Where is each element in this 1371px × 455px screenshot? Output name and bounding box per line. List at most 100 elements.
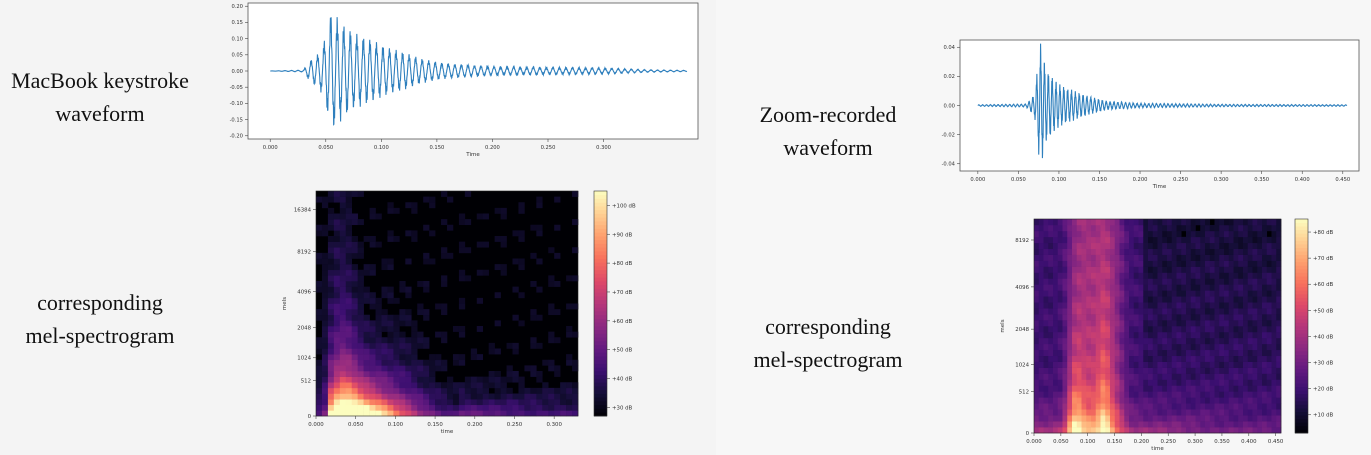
heatmap-cell: [518, 230, 525, 237]
heatmap-cell: [488, 410, 495, 417]
heatmap-cell: [452, 399, 460, 406]
zoom-spectrogram-caption: corresponding mel-spectrogram: [728, 310, 928, 376]
heatmap-cell: [339, 371, 347, 377]
colorbar-segment: [594, 213, 607, 218]
heatmap-cell: [405, 376, 412, 383]
heatmap-cell: [423, 410, 430, 417]
heatmap-cell: [423, 365, 430, 372]
heatmap-cell: [381, 292, 388, 299]
heatmap-cell: [381, 376, 388, 383]
heatmap-cell: [316, 281, 323, 287]
heatmap-cell: [464, 219, 472, 226]
heatmap-cell: [417, 410, 424, 417]
heatmap-cell: [333, 247, 341, 254]
heatmap-cell: [566, 399, 573, 406]
heatmap-cell: [464, 376, 472, 383]
colorbar-segment: [594, 314, 607, 319]
heatmap-cell: [321, 275, 329, 282]
y-tick-label: -0.10: [230, 101, 243, 107]
heatmap-cell: [458, 387, 466, 394]
heatmap-cell: [316, 258, 323, 265]
heatmap-cell: [447, 399, 454, 406]
heatmap-cell: [566, 359, 573, 366]
heatmap-cell: [458, 331, 466, 338]
heatmap-cell: [530, 224, 537, 231]
heatmap-cell: [316, 387, 323, 394]
heatmap-cell: [470, 354, 478, 361]
heatmap-cell: [530, 337, 537, 344]
heatmap-cell: [321, 354, 329, 361]
heatmap-cell: [387, 371, 394, 377]
heatmap-cell: [506, 399, 513, 406]
heatmap-cell: [363, 387, 370, 394]
heatmap-cell: [566, 275, 573, 282]
heatmap-cell: [363, 342, 370, 349]
heatmap-cell: [530, 365, 537, 372]
heatmap-cell: [494, 393, 501, 400]
colorbar-segment: [594, 329, 607, 334]
heatmap-cell: [369, 326, 376, 332]
heatmap-cell: [566, 326, 573, 332]
heatmap-cell: [536, 202, 543, 209]
heatmap-cell: [345, 269, 353, 276]
heatmap-cell: [405, 404, 412, 411]
heatmap-cell: [512, 342, 519, 349]
heatmap-cell: [316, 404, 323, 411]
heatmap-cell: [321, 292, 329, 299]
heatmap-cell: [387, 297, 394, 304]
colorbar: +30 dB +40 dB +50 dB +60 dB +70 dB +80 dB +90 …: [593, 190, 636, 417]
heatmap-cell: [482, 404, 489, 411]
heatmap-cell: [339, 275, 347, 282]
heatmap-cell: [452, 382, 460, 389]
heatmap-cell: [381, 382, 388, 389]
heatmap-cell: [369, 337, 376, 344]
heatmap-cell: [476, 393, 484, 400]
heatmap-cell: [333, 286, 341, 293]
heatmap-cell: [572, 247, 579, 254]
colorbar-frame: [593, 190, 608, 417]
heatmap-cell: [345, 303, 353, 310]
heatmap-cell: [339, 320, 347, 327]
heatmap-cell: [441, 191, 448, 197]
heatmap-cell: [488, 399, 495, 406]
heatmap-cell: [405, 230, 412, 237]
heatmap-cell: [435, 399, 442, 406]
heatmap-cell: [518, 236, 525, 242]
heatmap-cell: [470, 382, 478, 389]
colorbar-segment: [594, 217, 607, 222]
colorbar-segment: [594, 337, 607, 342]
heatmap-cell: [548, 275, 555, 282]
heatmap-cell: [435, 404, 442, 411]
heatmap-cell: [327, 404, 335, 411]
heatmap-cell: [572, 275, 579, 282]
heatmap-cell: [351, 393, 358, 400]
heatmap-cell: [399, 393, 406, 400]
heatmap-cell: [321, 202, 329, 209]
heatmap-cell: [369, 354, 376, 361]
heatmap-cell: [345, 320, 353, 327]
colorbar-segment: [594, 348, 607, 353]
heatmap-cell: [506, 371, 513, 377]
heatmap-cell: [351, 264, 358, 271]
heatmap-cell: [321, 320, 329, 327]
heatmap-cell: [316, 252, 323, 259]
heatmap-cell: [327, 213, 335, 220]
heatmap-cell: [482, 387, 489, 394]
heatmap-cell: [345, 342, 353, 349]
heatmap-cell: [369, 387, 376, 394]
heatmap-cell: [488, 371, 495, 377]
heatmap-cell: [357, 399, 364, 406]
heatmap-cell: [345, 247, 353, 254]
heatmap-cell: [327, 281, 335, 287]
heatmap-cell: [345, 219, 353, 226]
heatmap-cell: [435, 365, 442, 372]
heatmap-cell: [339, 252, 347, 259]
heatmap-cell: [458, 393, 466, 400]
heatmap-cell: [423, 371, 430, 377]
heatmap-cell: [351, 191, 358, 197]
heatmap-cell: [387, 382, 394, 389]
heatmap-cell: [387, 236, 394, 242]
heatmap-cell: [405, 202, 412, 209]
heatmap-cell: [345, 331, 353, 338]
y-tick-label: 0.20: [231, 4, 243, 10]
